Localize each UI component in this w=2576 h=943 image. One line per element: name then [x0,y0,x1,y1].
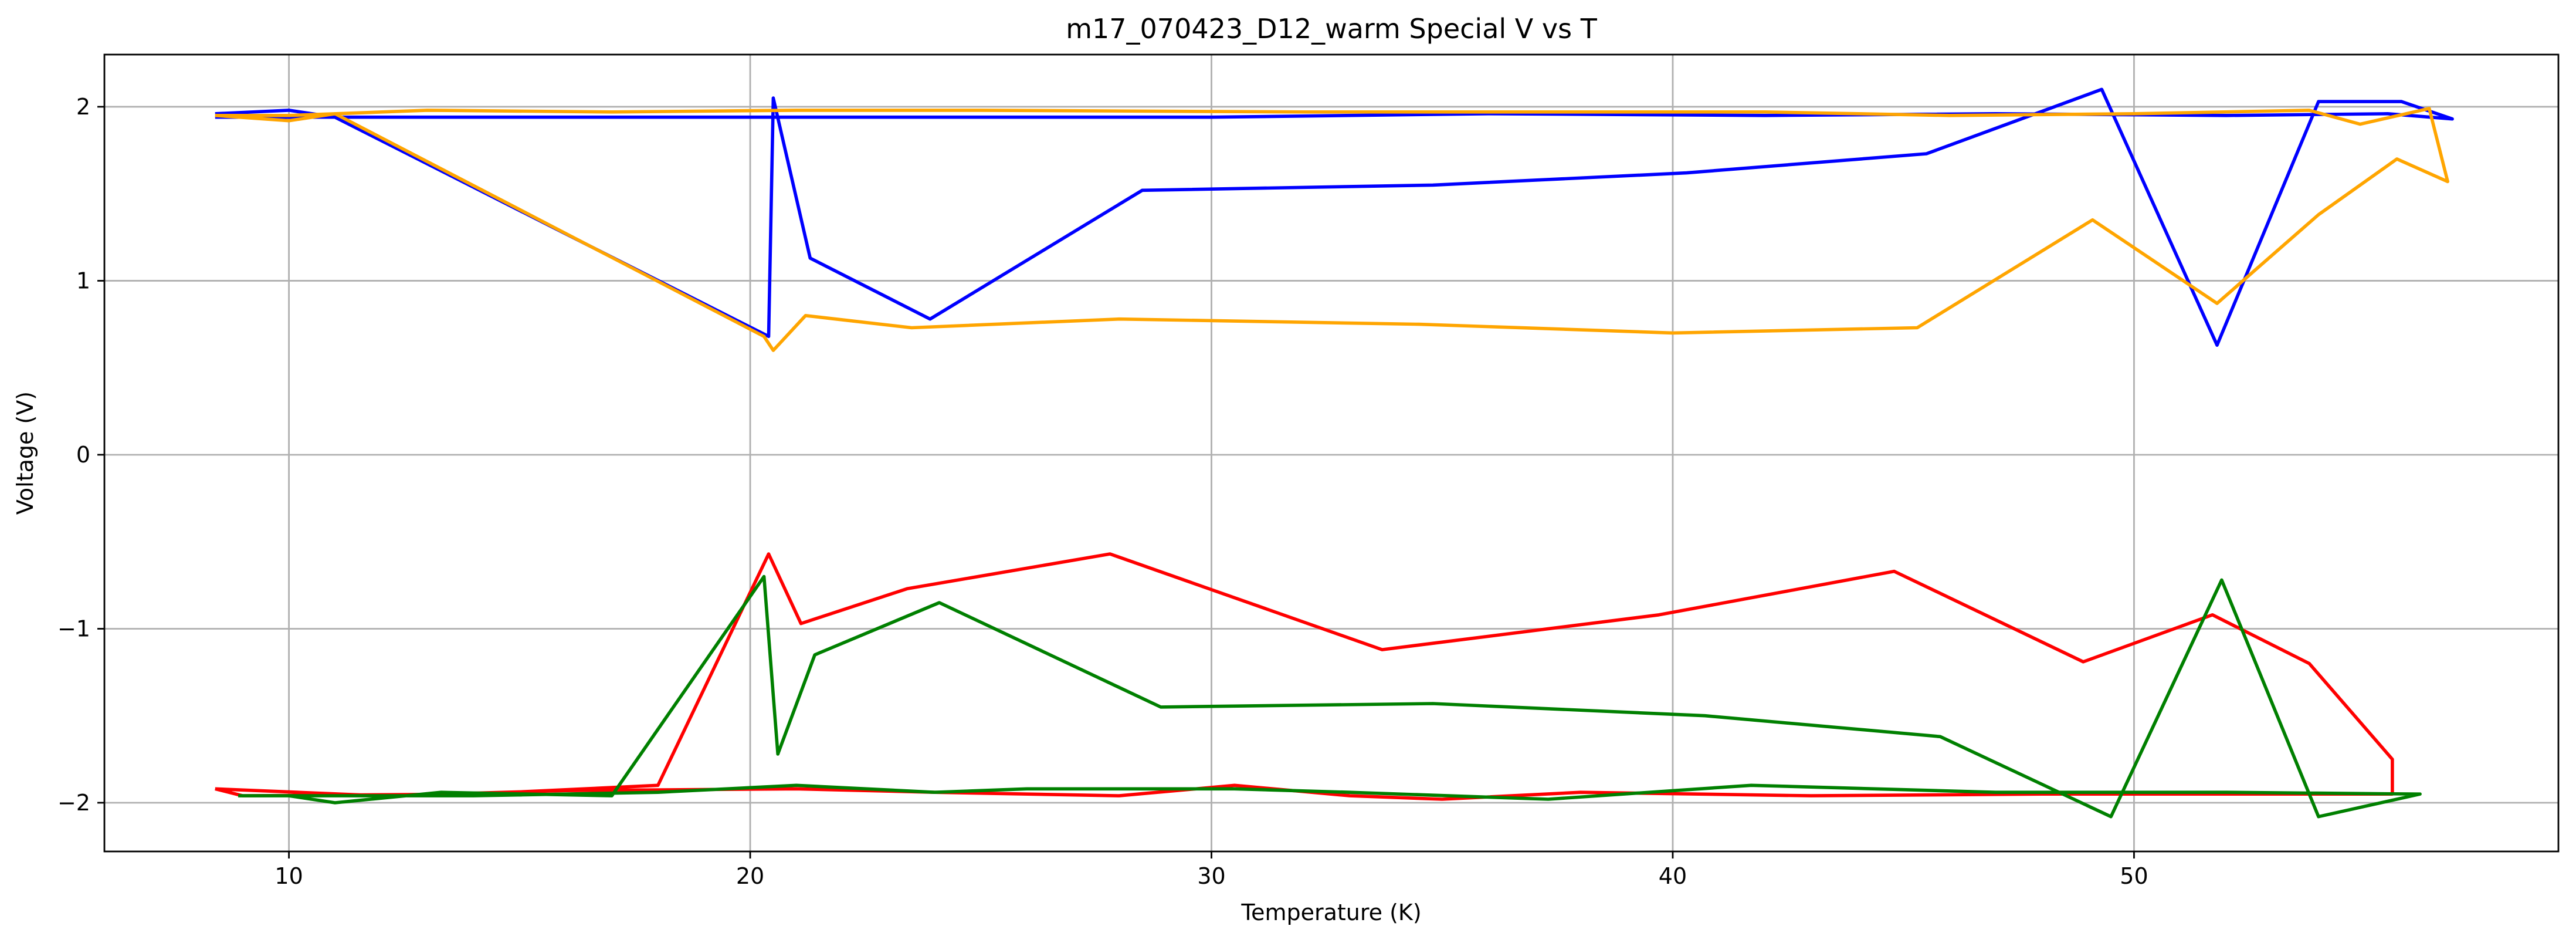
x-axis-label: Temperature (K) [1240,900,1421,925]
y-tick-label: −1 [57,616,90,641]
series-line-1 [215,87,2454,347]
y-axis-label: Voltage (V) [12,391,38,515]
plot-frame [103,53,2560,853]
x-tick-label: 10 [274,863,303,889]
x-tick-label: 20 [736,863,764,889]
grid [104,55,2558,851]
y-tick-label: 1 [76,268,90,293]
series-line-3 [215,552,2394,801]
y-tick-label: −2 [57,790,90,816]
x-tick-label: 50 [2120,863,2148,889]
y-tick-label: 2 [76,94,90,120]
axis-ticks: 10 20 30 40 50 −2 −1 0 1 2 [57,94,2148,889]
series-line-2 [215,107,2449,352]
series-line-4 [238,574,2422,819]
chart-title: m17_070423_D12_warm Special V vs T [1066,13,1598,45]
x-tick-label: 40 [1659,863,1687,889]
x-tick-label: 30 [1197,863,1225,889]
y-tick-label: 0 [76,442,90,468]
series-group [215,87,2454,819]
